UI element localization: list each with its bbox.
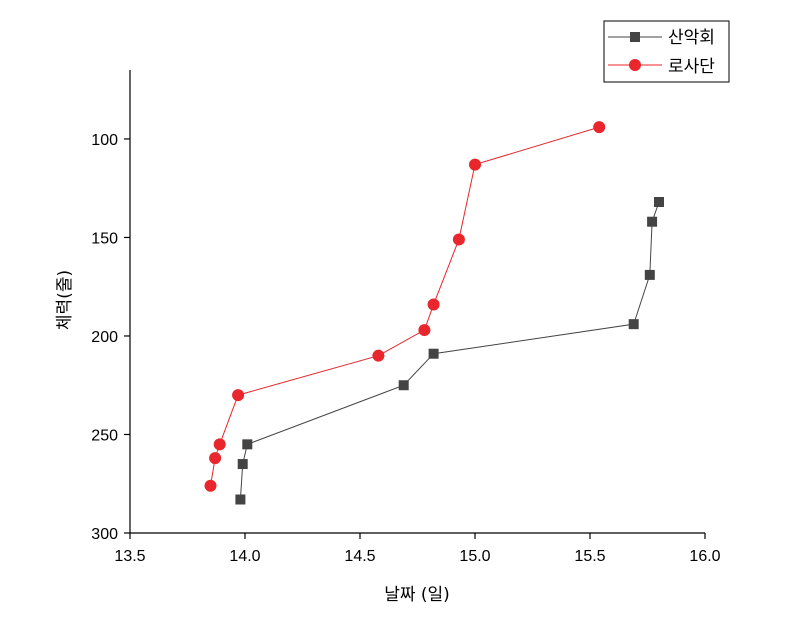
legend-label-sanakhoe: 산악회 bbox=[668, 28, 715, 48]
x-tick-label: 13.5 bbox=[114, 548, 145, 565]
x-tick-label: 14.5 bbox=[344, 548, 375, 565]
data-point-series-0 bbox=[647, 216, 658, 227]
legend-box bbox=[603, 20, 730, 83]
ticks: 13.5 14.0 14.5 15.0 15.5 16.0 100 150 200 250 300 bbox=[91, 132, 720, 565]
data-point-series-1 bbox=[209, 452, 222, 465]
x-tick-label: 14.0 bbox=[229, 548, 260, 565]
data-point-series-0 bbox=[237, 459, 248, 470]
data-point-series-1 bbox=[372, 349, 385, 362]
y-tick-label: 250 bbox=[91, 427, 118, 444]
series-layer bbox=[204, 121, 664, 505]
data-point-series-0 bbox=[428, 348, 439, 359]
data-point-series-0 bbox=[235, 494, 246, 505]
data-point-series-0 bbox=[654, 197, 664, 208]
y-tick-label: 150 bbox=[91, 230, 118, 247]
x-tick-label: 16.0 bbox=[689, 548, 720, 565]
x-tick-label: 15.0 bbox=[459, 548, 490, 565]
x-axis-title: 날짜 (일) bbox=[384, 585, 450, 605]
legend-marker-rosadan bbox=[629, 59, 641, 71]
data-point-series-1 bbox=[427, 298, 440, 311]
series-line-0 bbox=[239, 201, 660, 500]
legend: 산악회 로사단 bbox=[603, 20, 730, 83]
data-point-series-0 bbox=[242, 439, 253, 450]
y-tick-label: 200 bbox=[91, 329, 118, 346]
data-point-series-1 bbox=[452, 233, 465, 246]
data-point-series-1 bbox=[418, 324, 431, 337]
x-tick-label: 15.5 bbox=[574, 548, 605, 565]
y-tick-label: 300 bbox=[91, 526, 118, 543]
legend-marker-sanakhoe bbox=[630, 32, 640, 42]
series-line-1 bbox=[210, 126, 600, 486]
data-point-series-1 bbox=[469, 158, 481, 171]
data-point-series-1 bbox=[204, 479, 217, 492]
y-tick-label: 100 bbox=[91, 132, 118, 149]
data-point-series-1 bbox=[213, 438, 226, 451]
axes bbox=[129, 70, 705, 534]
legend-label-rosadan: 로사단 bbox=[668, 57, 715, 77]
data-point-series-0 bbox=[644, 269, 655, 280]
y-axis-title: 체력(줄) bbox=[55, 270, 75, 330]
data-point-series-0 bbox=[398, 380, 409, 391]
data-point-series-0 bbox=[628, 319, 639, 330]
data-point-series-1 bbox=[232, 389, 245, 402]
data-point-series-1 bbox=[593, 121, 606, 134]
